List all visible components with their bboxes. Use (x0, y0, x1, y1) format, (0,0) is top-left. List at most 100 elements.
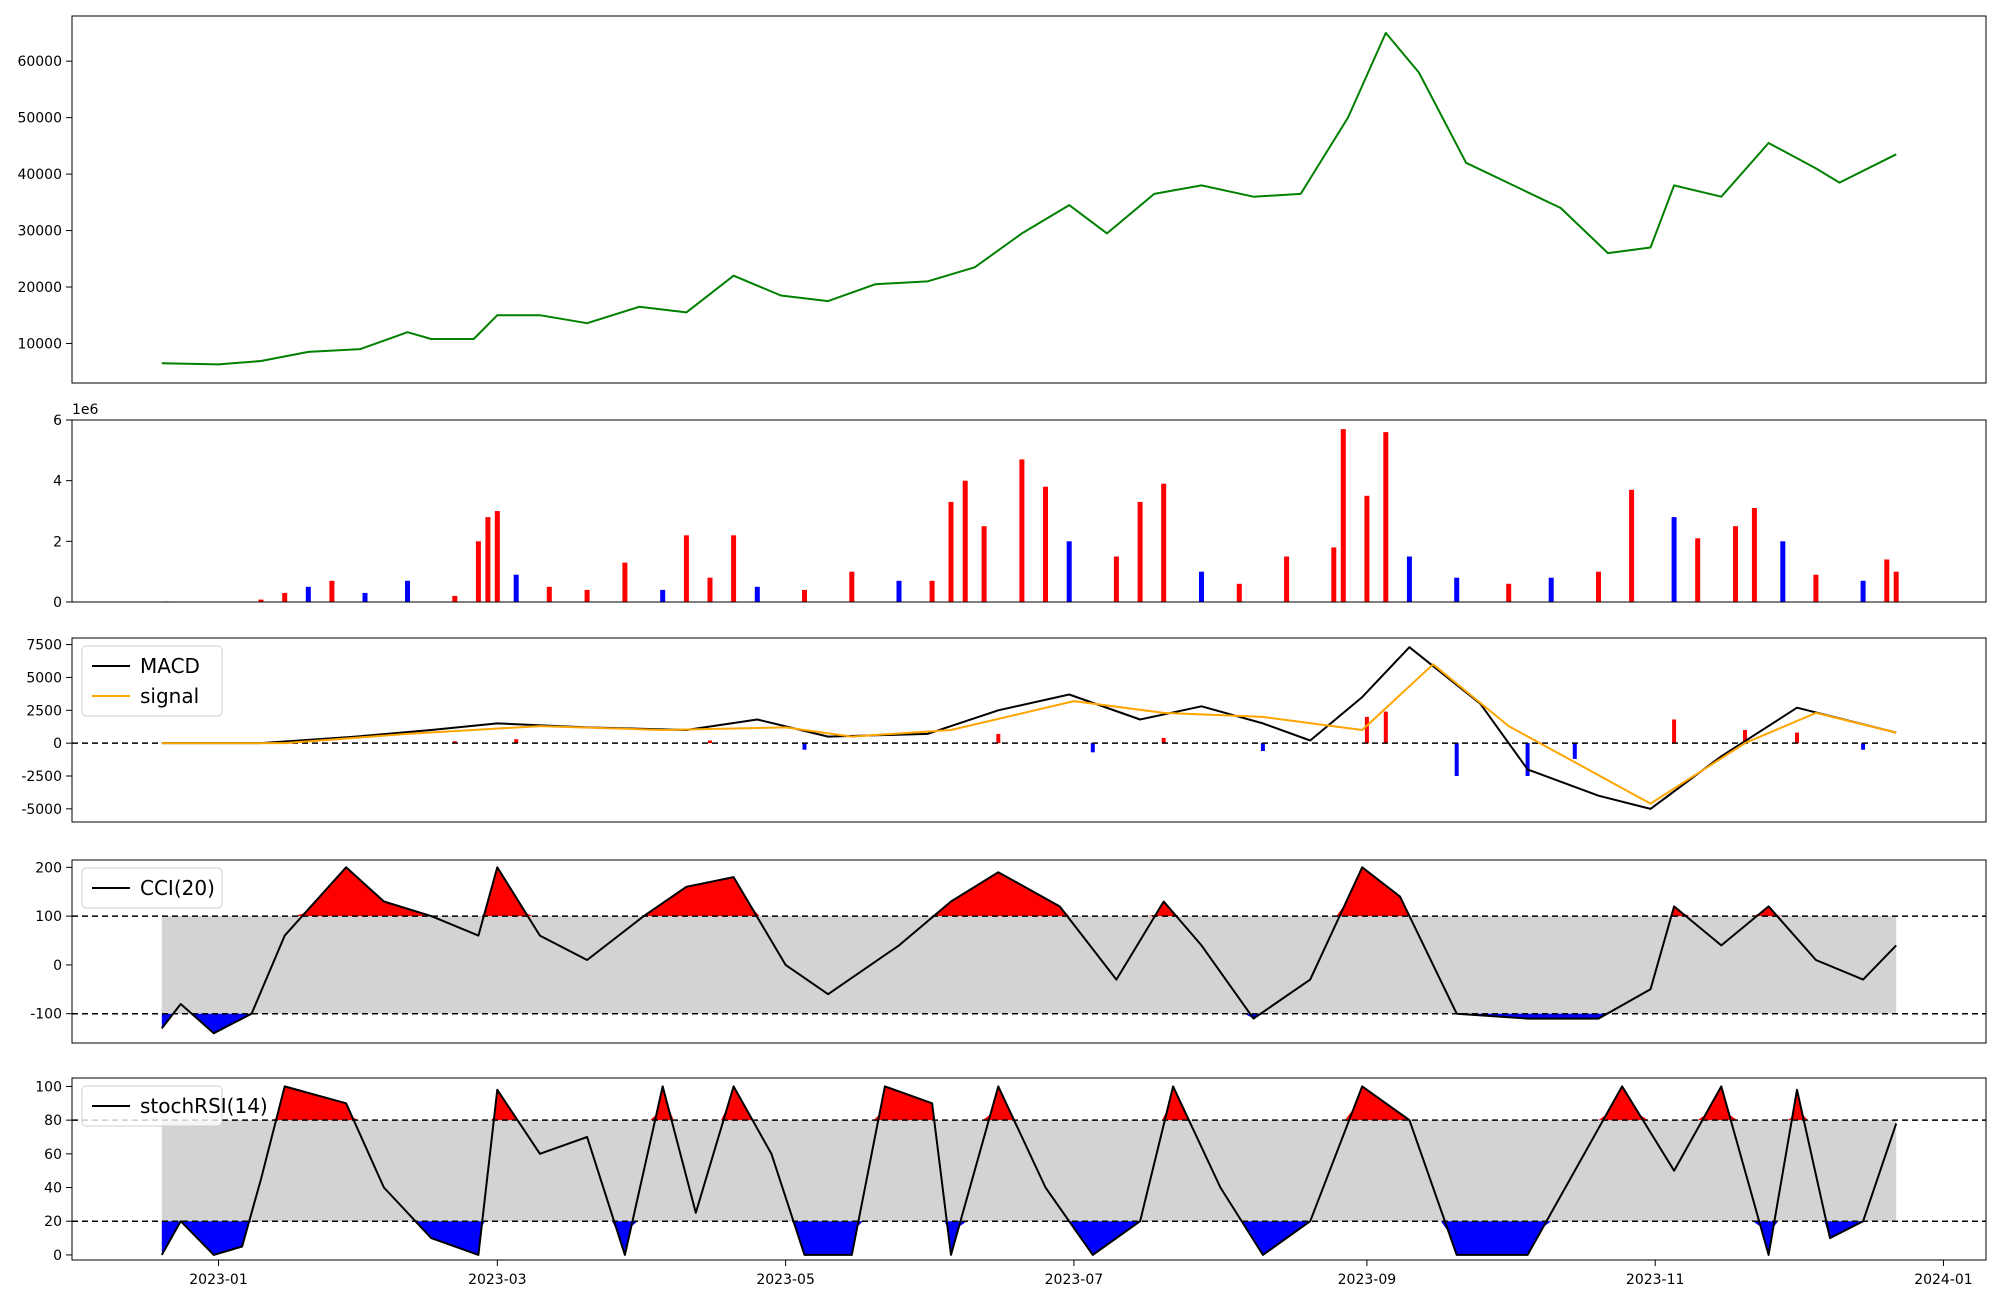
volume-bar (1066, 541, 1072, 602)
xtick-label: 2023-01 (189, 1272, 248, 1288)
volume-ytick-label: 0 (53, 595, 62, 611)
volume-bar (754, 586, 760, 602)
volume-bar (1019, 459, 1025, 602)
macd-histogram-bar (802, 743, 807, 750)
xtick-label: 2023-05 (756, 1272, 815, 1288)
volume-bar (1860, 580, 1866, 602)
panel-border (71, 419, 1987, 603)
volume-bar (1161, 483, 1167, 602)
price-ytick-label: 30000 (17, 224, 62, 240)
cci-ytick-label: -100 (30, 1007, 62, 1023)
panel-border (71, 15, 1987, 384)
stochrsi-ytick-label: 0 (53, 1248, 62, 1264)
volume-bar (1629, 489, 1635, 602)
xtick-label: 2023-07 (1045, 1272, 1104, 1288)
volume-bar (452, 595, 458, 602)
price-ytick-label: 40000 (17, 167, 62, 183)
xtick-label: 2023-09 (1338, 1272, 1397, 1288)
stochrsi-band (161, 1120, 1897, 1222)
macd-line (161, 646, 1897, 810)
volume-bar (731, 535, 737, 602)
volume-bar (405, 580, 410, 602)
panel-border (71, 637, 1987, 823)
xtick-label: 2023-03 (468, 1272, 527, 1288)
volume-offset-label: 1e6 (72, 402, 99, 418)
volume-bar (660, 589, 666, 602)
volume-bar (1331, 547, 1337, 602)
volume-bar (475, 541, 481, 602)
legend: stochRSI(14) (81, 1085, 268, 1127)
macd-ytick-label: 2500 (26, 703, 62, 719)
volume-bar (802, 589, 807, 602)
volume-bar (1406, 556, 1412, 602)
volume-bar (1454, 577, 1460, 602)
volume-bar (584, 589, 590, 602)
macd-histogram-bar (1525, 743, 1530, 776)
macd-histogram-bar (1260, 743, 1265, 751)
volume-bar (981, 526, 987, 602)
cci-ytick-label: 100 (35, 909, 62, 925)
volume-bar (1236, 583, 1242, 602)
volume-bar (546, 586, 552, 602)
x-axis: 2023-01 2023-03 2023-05 2023-07 2023-09 2023-… (189, 1260, 1973, 1288)
cci-line (161, 866, 1897, 1035)
macd-histogram-bar (1572, 743, 1577, 759)
panel-border (71, 1077, 1987, 1261)
volume-bar (1733, 526, 1738, 602)
volume-bar (305, 586, 311, 602)
cci-overbought-fill (161, 867, 1897, 917)
volume-bar (1340, 429, 1346, 602)
cci-ytick-label: 200 (35, 860, 62, 876)
stochrsi-overbought-fill (161, 1086, 1897, 1121)
macd-histogram-bar (1795, 732, 1799, 744)
stochrsi-line (160, 1085, 1898, 1256)
volume-bar (622, 562, 628, 602)
volume-bar (1364, 495, 1370, 602)
volume-bar (1284, 556, 1290, 602)
stochrsi-oversold-fill (161, 1221, 1897, 1255)
volume-bar (1043, 486, 1048, 602)
macd-histogram-bar (1364, 716, 1369, 744)
volume-ytick-label: 2 (53, 534, 62, 550)
price-ytick-label: 20000 (17, 280, 62, 296)
volume-bar (1893, 571, 1899, 602)
macd-histogram-bar (514, 739, 519, 744)
volume-bar (1137, 501, 1143, 602)
volume-bar (707, 577, 713, 602)
macd-histogram-bar (1743, 730, 1747, 744)
macd-histogram-bar (1861, 743, 1866, 750)
volume-bar (282, 592, 288, 602)
volume-bar (1548, 577, 1554, 602)
macd-histogram-bar (1454, 743, 1459, 776)
macd-histogram-bar (1672, 719, 1677, 744)
volume-bar (683, 535, 689, 602)
cci-panel: -100 0 100 200 CCI(20) (30, 860, 1986, 1043)
macd-ytick-label: -2500 (21, 769, 62, 785)
price-ytick-label: 10000 (17, 336, 62, 352)
volume-bar (962, 480, 968, 602)
legend: CCI(20) (81, 867, 223, 909)
macd-histogram-bar (1161, 737, 1166, 744)
macd-histogram-bar (708, 740, 712, 744)
volume-ytick-label: 6 (53, 413, 62, 429)
volume-bar (494, 511, 500, 602)
volume-bar (1113, 556, 1119, 602)
volume-bar (1751, 508, 1757, 602)
macd-ytick-label: 7500 (26, 638, 62, 654)
volume-bar (1813, 574, 1819, 602)
stochrsi-ytick-label: 40 (44, 1181, 62, 1197)
legend-label: signal (140, 684, 199, 708)
cci-ytick-label: 0 (53, 958, 62, 974)
stochrsi-panel: 0 20 40 60 80 100 stochRSI(14) (35, 1078, 1986, 1264)
volume-bar (896, 580, 902, 602)
xtick-label: 2024-01 (1914, 1272, 1973, 1288)
legend-label: MACD (140, 654, 200, 678)
price-ytick-label: 60000 (17, 54, 62, 70)
stochrsi-ytick-label: 80 (44, 1113, 62, 1129)
stochrsi-ytick-label: 100 (35, 1079, 62, 1095)
macd-histogram-bar (1090, 743, 1095, 753)
macd-histogram-bar (452, 741, 457, 744)
price-ytick-label: 50000 (17, 111, 62, 127)
macd-panel: -5000 -2500 0 2500 5000 7500 MACD signal (21, 638, 1986, 822)
